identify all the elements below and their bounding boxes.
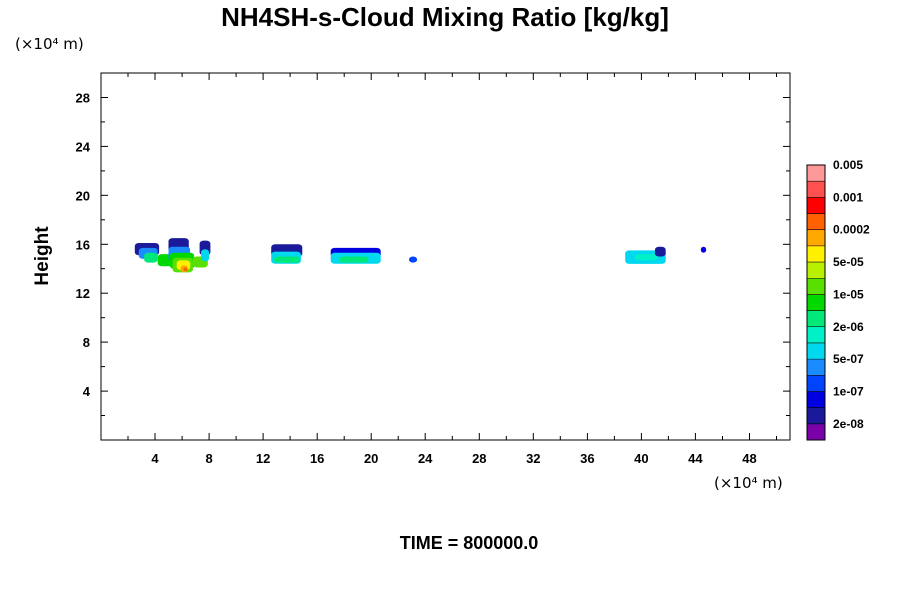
colorbar-label: 2e-06 [833, 320, 864, 334]
colorbar-label: 1e-05 [833, 287, 864, 301]
colorbar-swatch-7 [807, 310, 825, 328]
cloud-cell-13 [201, 249, 210, 262]
colorbar-swatch-11 [807, 245, 825, 263]
x-tick-label: 48 [742, 451, 756, 466]
cloud-cell-2 [144, 252, 158, 263]
x-tick-label: 20 [364, 451, 378, 466]
colorbar-swatch-1 [807, 407, 825, 425]
colorbar-swatch-4 [807, 359, 825, 376]
x-tick-label: 32 [526, 451, 540, 466]
x-tick-label: 16 [310, 451, 324, 466]
y-tick-label: 28 [76, 91, 90, 106]
colorbar-label: 1e-07 [833, 385, 864, 399]
colorbar-swatch-9 [807, 278, 825, 295]
colorbar-swatch-10 [807, 262, 825, 279]
time-label: TIME = 800000.0 [400, 533, 539, 553]
colorbar-swatch-5 [807, 342, 825, 360]
colorbar-frame [806, 164, 826, 441]
x-tick-label: 40 [634, 451, 648, 466]
y-tick-label: 12 [76, 286, 90, 301]
x-tick-label: 36 [580, 451, 594, 466]
cloud-cell-16 [273, 256, 300, 263]
colorbar-swatch-8 [807, 294, 825, 311]
cloud-cell-10 [183, 267, 188, 272]
cloud-cell-24 [700, 246, 707, 253]
x-tick-label: 28 [472, 451, 486, 466]
colorbar-label: 5e-05 [833, 255, 864, 269]
colorbar-swatch-13 [807, 213, 825, 231]
x-tick-label: 44 [688, 451, 703, 466]
cloud-cell-22 [634, 254, 658, 261]
colorbar-label: 0.001 [833, 190, 863, 204]
y-tick-label: 8 [83, 335, 90, 350]
colorbar-swatch-14 [807, 197, 825, 214]
colorbar-swatch-0 [807, 423, 825, 441]
y-axis-label: Height [32, 226, 53, 286]
colorbar-label: 0.0002 [833, 223, 870, 237]
colorbar-swatch-12 [807, 229, 825, 247]
y-tick-label: 20 [76, 188, 90, 203]
colorbar-swatch-6 [807, 326, 825, 344]
colorbar-label: 5e-07 [833, 352, 864, 366]
chart-title: NH4SH-s-Cloud Mixing Ratio [kg/kg] [221, 2, 669, 32]
y-tick-label: 24 [76, 139, 91, 154]
colorbar-swatch-16 [807, 165, 825, 182]
colorbar-label: 0.005 [833, 158, 863, 172]
x-tick-label: 4 [151, 451, 159, 466]
colorbar-swatch-15 [807, 181, 825, 198]
colorbar: 2e-08 1e-07 5e-07 2e-06 1e-05 5e-05 0.0002 0.00… [806, 158, 870, 441]
colorbar-swatch-2 [807, 391, 825, 409]
y-axis-unit: (×10⁴ m) [15, 35, 84, 53]
x-axis-unit: (×10⁴ m) [714, 474, 783, 492]
cloud-cell-23 [654, 246, 666, 257]
cloud-cell-20 [409, 256, 418, 263]
plot-data-layer [134, 238, 707, 273]
x-tick-label: 24 [418, 451, 433, 466]
colorbar-label: 2e-08 [833, 417, 864, 431]
y-tick-label: 4 [83, 384, 91, 399]
x-tick-label: 12 [256, 451, 270, 466]
cloud-cell-19 [338, 256, 369, 263]
x-tick-label: 8 [205, 451, 212, 466]
y-tick-label: 16 [76, 237, 90, 252]
plot-frame [100, 72, 791, 441]
colorbar-swatch-3 [807, 375, 825, 392]
